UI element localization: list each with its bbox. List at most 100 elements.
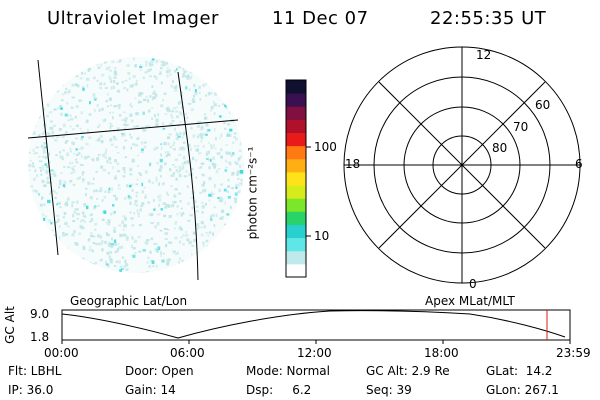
speckle-pixel xyxy=(155,179,158,182)
speckle-pixel xyxy=(199,63,202,66)
speckle-pixel xyxy=(143,98,147,101)
speckle-pixel xyxy=(62,268,65,271)
speckle-pixel xyxy=(154,147,157,151)
speckle-pixel xyxy=(41,85,44,87)
speckle-pixel xyxy=(234,161,237,164)
speckle-pixel xyxy=(234,197,237,201)
speckle-pixel xyxy=(109,122,112,125)
speckle-pixel xyxy=(172,175,175,177)
speckle-pixel xyxy=(239,68,243,70)
speckle-pixel xyxy=(105,99,108,103)
speckle-pixel xyxy=(211,193,215,195)
speckle-pixel xyxy=(184,65,188,68)
speckle-pixel xyxy=(191,168,194,171)
speckle-pixel xyxy=(174,253,178,255)
speckle-pixel xyxy=(133,203,137,206)
speckle-pixel xyxy=(80,154,83,158)
speckle-pixel xyxy=(216,152,221,155)
speckle-pixel xyxy=(140,141,144,145)
speckle-pixel xyxy=(182,155,186,160)
speckle-pixel xyxy=(231,154,235,156)
speckle-pixel xyxy=(44,94,48,96)
speckle-pixel xyxy=(161,260,165,263)
speckle-pixel xyxy=(92,235,96,238)
speckle-pixel xyxy=(150,63,154,66)
speckle-pixel xyxy=(100,188,103,192)
speckle-pixel xyxy=(117,243,120,245)
speckle-pixel xyxy=(159,194,162,198)
speckle-pixel xyxy=(140,64,142,66)
speckle-pixel xyxy=(53,90,57,93)
speckle-pixel xyxy=(113,138,118,141)
speckle-pixel xyxy=(112,204,115,207)
speckle-pixel xyxy=(138,92,143,94)
speckle-pixel xyxy=(218,92,223,96)
speckle-pixel xyxy=(131,224,135,227)
speckle-pixel xyxy=(107,219,111,221)
speckle-pixel xyxy=(41,165,44,167)
speckle-pixel xyxy=(66,91,69,94)
speckle-pixel xyxy=(42,155,45,158)
info-dsp: Dsp: 6.2 xyxy=(246,383,312,397)
speckle-pixel xyxy=(53,237,56,241)
colorbar-segment xyxy=(286,237,306,252)
speckle-pixel xyxy=(203,132,207,137)
speckle-pixel xyxy=(227,151,232,155)
speckle-pixel xyxy=(86,205,89,210)
speckle-pixel xyxy=(182,134,185,136)
speckle-pixel xyxy=(113,230,116,233)
speckle-pixel xyxy=(214,184,216,188)
speckle-pixel xyxy=(109,138,113,142)
speckle-pixel xyxy=(172,200,175,204)
speckle-pixel xyxy=(69,161,71,165)
speckle-pixel xyxy=(234,192,238,196)
speckle-pixel xyxy=(194,63,197,66)
speckle-pixel xyxy=(87,264,90,267)
speckle-pixel xyxy=(171,116,174,119)
speckle-pixel xyxy=(102,119,107,122)
speckle-pixel xyxy=(75,148,78,151)
speckle-pixel xyxy=(136,125,140,128)
speckle-pixel xyxy=(210,218,213,221)
speckle-pixel xyxy=(173,267,176,269)
speckle-pixel xyxy=(92,206,96,210)
speckle-pixel xyxy=(72,183,76,186)
speckle-pixel xyxy=(210,191,213,194)
speckle-pixel xyxy=(160,81,163,85)
speckle-pixel xyxy=(29,259,33,262)
speckle-pixel xyxy=(141,190,144,194)
speckle-pixel xyxy=(67,154,69,157)
speckle-pixel xyxy=(43,184,47,187)
speckle-pixel xyxy=(116,61,119,63)
speckle-pixel xyxy=(238,268,242,271)
speckle-pixel xyxy=(207,248,211,251)
speckle-pixel xyxy=(99,187,103,189)
speckle-pixel xyxy=(36,225,40,228)
speckle-pixel xyxy=(152,92,156,95)
speckle-pixel xyxy=(148,179,151,183)
speckle-pixel xyxy=(224,127,227,130)
speckle-pixel xyxy=(116,152,120,154)
speckle-pixel xyxy=(113,176,117,180)
speckle-pixel xyxy=(155,122,159,126)
colorbar-unit-label: photon cm⁻²s⁻¹ xyxy=(245,146,260,240)
speckle-pixel xyxy=(219,137,221,139)
speckle-pixel xyxy=(119,269,122,273)
speckle-pixel xyxy=(109,161,112,164)
speckle-pixel xyxy=(237,202,241,206)
speckle-pixel xyxy=(50,80,53,83)
speckle-pixel xyxy=(67,166,70,169)
speckle-pixel xyxy=(151,260,155,264)
speckle-pixel xyxy=(239,232,242,235)
speckle-pixel xyxy=(193,199,197,204)
speckle-pixel xyxy=(237,190,241,194)
speckle-pixel xyxy=(28,215,30,218)
speckle-pixel xyxy=(148,213,152,217)
speckle-pixel xyxy=(192,262,195,266)
speckle-pixel xyxy=(185,113,187,115)
speckle-pixel xyxy=(214,72,216,76)
speckle-pixel xyxy=(220,183,224,186)
speckle-pixel xyxy=(100,58,103,62)
speckle-pixel xyxy=(60,75,63,78)
speckle-pixel xyxy=(235,78,239,81)
